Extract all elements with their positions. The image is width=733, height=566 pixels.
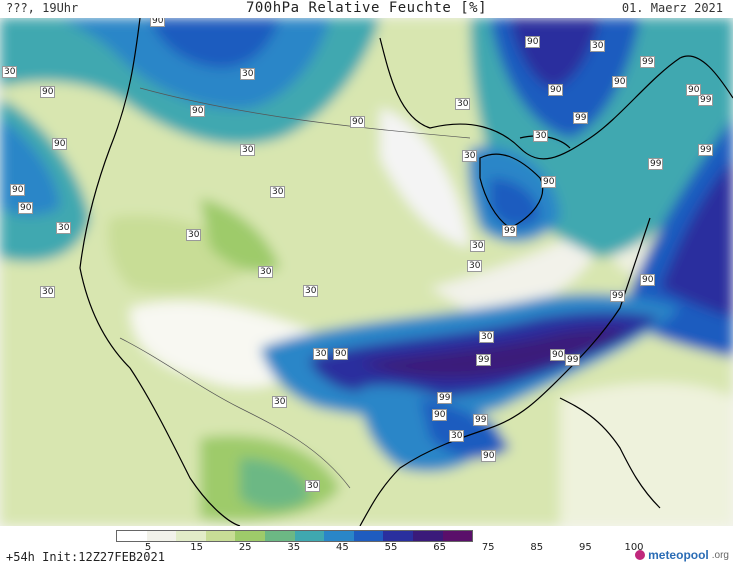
color-legend: 5 15 25 35 45 55 65 75 85 95 100 +54h Init:12Z27FE… <box>0 526 733 566</box>
legend-swatch <box>264 531 295 541</box>
humidity-field <box>0 18 733 526</box>
contour-label: 30 <box>270 186 286 198</box>
legend-tick-label: 75 <box>481 542 495 553</box>
contour-label: 30 <box>240 68 256 80</box>
legend-swatch <box>235 531 265 541</box>
legend-tick-label: 65 <box>433 542 446 553</box>
legend-tick-label: 25 <box>238 542 252 553</box>
contour-label: 99 <box>698 94 714 106</box>
contour-label: 90 <box>548 84 564 96</box>
contour-label: 90 <box>541 176 557 188</box>
contour-label: 30 <box>449 430 465 442</box>
contour-label: 90 <box>18 202 34 214</box>
legend-swatch <box>294 531 325 541</box>
contour-label: 90 <box>640 274 656 286</box>
legend-tick-label: 5 <box>144 542 152 553</box>
contour-label: 30 <box>305 480 321 492</box>
contour-label: 90 <box>333 348 349 360</box>
contour-label: 99 <box>502 225 518 237</box>
logo-icon <box>635 550 646 560</box>
contour-label: 30 <box>56 222 72 234</box>
contour-label: 99 <box>698 144 714 156</box>
contour-label: 30 <box>2 66 18 78</box>
contour-label: 30 <box>303 285 319 297</box>
map-title: 700hPa Relative Feuchte [%] <box>245 0 488 16</box>
forecast-date: 01. Maerz 2021 <box>621 1 723 15</box>
legend-swatch <box>205 531 236 541</box>
contour-label: 90 <box>525 36 541 48</box>
legend-swatch <box>412 531 443 541</box>
contour-label: 30 <box>455 98 471 110</box>
contour-label: 90 <box>481 450 497 462</box>
legend-tick-label: 85 <box>530 542 544 553</box>
legend-tick-label: 55 <box>384 542 398 553</box>
legend-swatch <box>442 531 473 541</box>
contour-label: 90 <box>40 86 56 98</box>
contour-label: 90 <box>52 138 68 150</box>
contour-label: 90 <box>686 84 702 96</box>
legend-tick-label: 100 <box>624 542 644 553</box>
contour-label: 99 <box>565 354 581 366</box>
valid-time-label: ???, 19Uhr <box>6 1 79 15</box>
legend-swatch <box>117 531 147 541</box>
contour-label: 90 <box>150 18 166 27</box>
legend-swatch <box>176 531 206 541</box>
contour-label: 30 <box>240 144 256 156</box>
contour-label: 30 <box>533 130 549 142</box>
legend-swatch <box>324 531 354 541</box>
contour-label: 30 <box>462 150 478 162</box>
init-time: +54h Init:12Z27FEB2021 <box>6 550 165 564</box>
contour-label: 30 <box>479 331 495 343</box>
legend-tick-label: 15 <box>190 542 203 553</box>
logo-tld: .org <box>711 549 729 561</box>
title-bar: ???, 19Uhr 700hPa Relative Feuchte [%] 0… <box>0 0 733 18</box>
borders <box>119 87 471 489</box>
legend-tick-label: 45 <box>336 542 349 553</box>
contour-label: 99 <box>640 56 656 68</box>
legend-swatch <box>383 531 413 541</box>
legend-swatch <box>146 531 177 541</box>
legend-tick-label: 95 <box>579 542 592 553</box>
contour-label: 30 <box>467 260 483 272</box>
contour-label: 30 <box>470 240 486 252</box>
contour-label: 99 <box>573 112 589 124</box>
meteopool-logo: meteopool .org <box>635 548 729 562</box>
legend-tick-label: 35 <box>287 542 301 553</box>
contour-label: 90 <box>612 76 628 88</box>
legend-ticks: 5 15 25 35 45 55 65 75 85 95 100 <box>116 542 644 556</box>
contour-label: 30 <box>590 40 606 52</box>
contour-label: 30 <box>186 229 202 241</box>
contour-label: 30 <box>272 396 288 408</box>
contour-label: 99 <box>473 414 489 426</box>
contour-label: 99 <box>610 290 626 302</box>
contour-label: 99 <box>437 392 453 404</box>
legend-swatch <box>353 531 384 541</box>
contour-label: 90 <box>10 184 26 196</box>
contour-label: 30 <box>258 266 274 278</box>
contour-label: 30 <box>313 348 329 360</box>
humidity-map: 90 30 90 30 90 30 90 90 30 90 30 90 90 9… <box>0 18 733 526</box>
legend-colorbar <box>116 530 474 542</box>
contour-label: 99 <box>648 158 664 170</box>
logo-name: meteopool <box>648 548 709 562</box>
contour-label: 90 <box>190 105 206 117</box>
contour-label: 90 <box>550 349 566 361</box>
contour-label: 99 <box>476 354 492 366</box>
contour-label: 30 <box>40 286 56 298</box>
contour-label: 90 <box>350 116 366 128</box>
contour-label: 90 <box>432 409 448 421</box>
